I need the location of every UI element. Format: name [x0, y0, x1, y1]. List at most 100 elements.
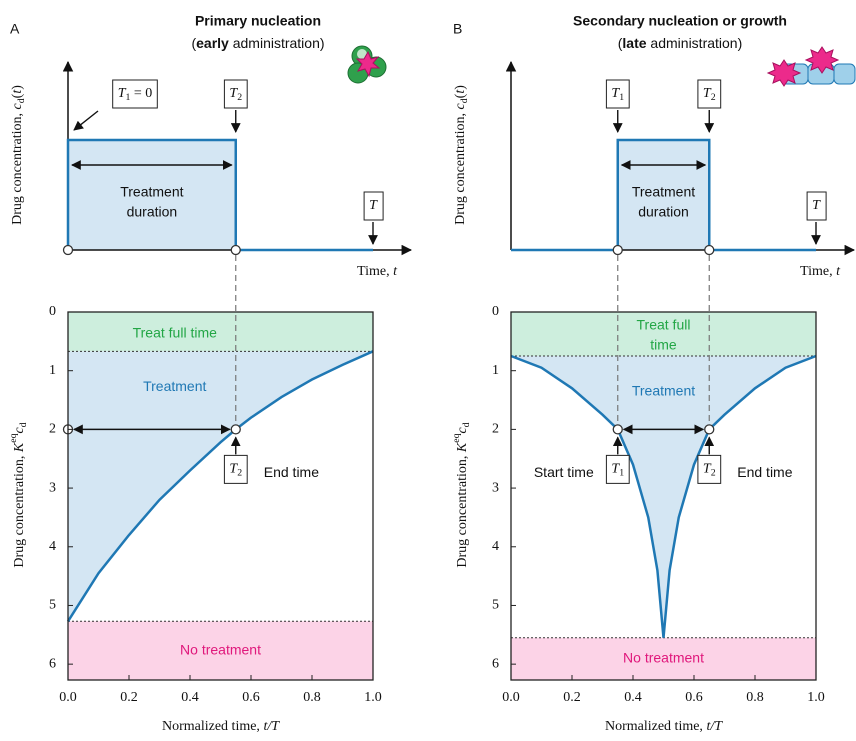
- y-axis-label-part: K: [12, 442, 27, 453]
- math-label: T2: [229, 86, 242, 103]
- treatment-label: Treatment: [632, 383, 695, 399]
- schematic-y-label-part: Drug concentration,: [453, 109, 468, 224]
- math-label: T2: [703, 462, 716, 479]
- y-axis-label-part: d: [461, 422, 472, 427]
- schematic-x-label: Time, t: [357, 264, 398, 279]
- time-marker: [612, 424, 623, 435]
- schematic-y-label-part: d: [459, 98, 470, 103]
- pulse-point: [62, 244, 74, 256]
- threshold-curve: [510, 354, 817, 638]
- x-tick-label: 0.0: [502, 690, 520, 705]
- x-axis-label-part: Normalized time,: [162, 719, 263, 734]
- x-tick-label: 0.6: [685, 690, 703, 705]
- math-label-part: 2: [711, 468, 716, 479]
- x-tick-label: 0.8: [746, 690, 764, 705]
- y-tick-label: 3: [492, 480, 499, 495]
- schematic-y-label-part: t: [453, 89, 468, 94]
- schematic-y-label-part: Drug concentration,: [10, 109, 25, 224]
- y-axis-label: Drug concentration, Keqcd: [451, 422, 472, 567]
- dose-pulse: [511, 138, 816, 252]
- full-time-region: [511, 312, 816, 357]
- treatment-label: Treatment: [143, 378, 206, 394]
- no-treatment-region: [511, 637, 816, 680]
- math-label-part: T: [229, 462, 238, 477]
- pulse-fill: [68, 140, 236, 250]
- panel-letter: A: [10, 21, 20, 37]
- y-tick-label: 2: [492, 422, 499, 437]
- no-treatment-label: No treatment: [623, 650, 704, 666]
- math-label-part: = 0: [130, 86, 152, 101]
- schematic-y-label-part: c: [10, 102, 25, 109]
- y-tick-label: 5: [492, 598, 499, 613]
- no-treatment-region: [68, 621, 373, 680]
- annotation-text: Start time: [534, 464, 594, 480]
- math-label-part: 1: [125, 92, 130, 103]
- math-label-part: 2: [237, 92, 242, 103]
- schematic-y-label-part: c: [453, 102, 468, 109]
- math-label-part: T: [812, 198, 821, 213]
- math-label-part: T: [703, 462, 712, 477]
- panel-subtitle-part: administration): [229, 35, 325, 51]
- y-tick-label: 6: [492, 656, 499, 671]
- math-label-part: T: [703, 86, 712, 101]
- y-tick-label: 5: [49, 598, 56, 613]
- math-label: T1: [611, 86, 624, 103]
- icon-secondary: [766, 46, 856, 87]
- schematic-y-label-part: ): [453, 85, 468, 90]
- x-tick-label: 1.0: [807, 690, 825, 705]
- x-tick-label: 0.8: [303, 690, 321, 705]
- x-axis-label: Normalized time, t/T: [605, 719, 723, 734]
- x-tick-label: 0.4: [181, 690, 199, 705]
- y-axis-label-part: c: [455, 427, 470, 434]
- x-tick-label: 0.2: [563, 690, 581, 705]
- math-label: T2: [229, 462, 242, 479]
- time-marker: [704, 424, 715, 435]
- icon-primary: [347, 45, 387, 84]
- annotation-text: End time: [264, 464, 319, 480]
- schematic-x-label-part: t: [393, 264, 398, 279]
- schematic-y-label: Drug concentration, cd(t): [10, 85, 27, 225]
- panel-letter: B: [453, 21, 462, 37]
- y-tick-label: 3: [49, 480, 56, 495]
- label-box: [697, 454, 722, 484]
- math-label-part: T: [611, 86, 620, 101]
- schematic-y-label-part: t: [10, 89, 25, 94]
- y-axis-label-part: K: [455, 442, 470, 453]
- x-tick-label: 0.0: [59, 690, 77, 705]
- math-label-part: T: [118, 86, 127, 101]
- schematic-x-label-part: t: [836, 264, 841, 279]
- math-label-part: 1: [619, 92, 624, 103]
- y-axis-label-part: c: [12, 427, 27, 434]
- plot-frame: [510, 311, 817, 681]
- label-box: [806, 191, 827, 221]
- y-tick-label: 4: [49, 539, 56, 554]
- math-label-part: 2: [711, 92, 716, 103]
- y-axis-label-part: Drug concentration,: [455, 452, 470, 567]
- y-tick-label: 4: [492, 539, 499, 554]
- x-axis-label-part: Normalized time,: [605, 719, 706, 734]
- math-label-part: T: [611, 462, 620, 477]
- full-time-label: time: [650, 337, 677, 353]
- x-axis-label-part: t/T: [263, 719, 280, 734]
- math-label-part: 2: [237, 468, 242, 479]
- label-box: [223, 454, 248, 484]
- math-label-part: 1: [619, 468, 624, 479]
- panel-title: Secondary nucleation or growth: [573, 13, 787, 29]
- label-box: [605, 454, 630, 484]
- y-axis-label: Drug concentration, Keqcd: [8, 422, 29, 567]
- label-box: [605, 79, 630, 109]
- duration-label: duration: [127, 204, 178, 220]
- x-axis-label: Normalized time, t/T: [162, 719, 280, 734]
- duration-label: Treatment: [632, 184, 695, 200]
- y-tick-label: 1: [492, 363, 499, 378]
- math-label: T1: [611, 462, 624, 479]
- y-tick-label: 0: [492, 304, 499, 319]
- label-box: [223, 79, 248, 109]
- y-axis-label-part: eq: [8, 433, 19, 442]
- label-box: [363, 191, 384, 221]
- panel-subtitle-part: late: [622, 35, 646, 51]
- label-box: [697, 79, 722, 109]
- schematic-x-label-part: Time,: [800, 264, 836, 279]
- x-tick-label: 0.2: [120, 690, 138, 705]
